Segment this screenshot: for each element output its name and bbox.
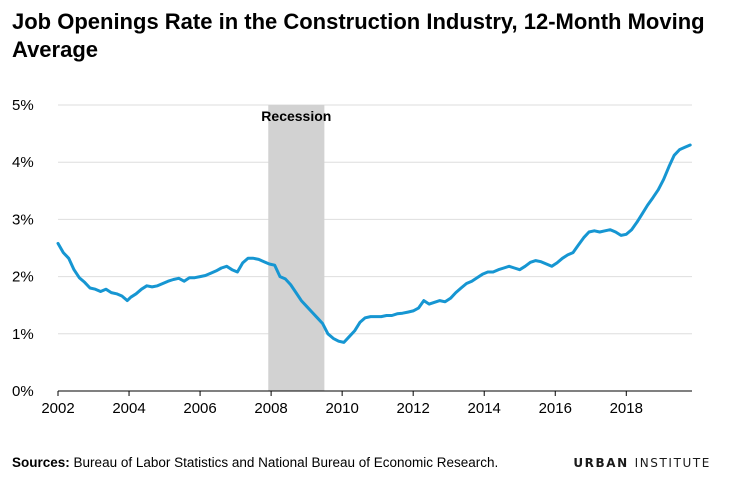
brand-first: URBAN xyxy=(573,456,629,470)
x-axis: 2002 2004 2006 2008 2010 2012 2014 2016 2018 xyxy=(41,390,692,417)
x-tick-label: 2006 xyxy=(183,400,216,417)
source-text: Bureau of Labor Statistics and National … xyxy=(73,455,499,470)
source-label: Sources: xyxy=(12,455,70,470)
y-tick-label: 3% xyxy=(12,211,34,228)
x-tick-label: 2008 xyxy=(254,400,287,417)
x-tick-label: 2012 xyxy=(396,400,429,417)
brand-logo: URBAN INSTITUTE xyxy=(573,456,711,470)
y-tick-label: 4% xyxy=(12,154,34,171)
y-tick-label: 1% xyxy=(12,326,34,343)
x-tick-label: 2014 xyxy=(468,400,501,417)
y-tick-label: 0% xyxy=(12,383,34,400)
x-tick-label: 2018 xyxy=(610,400,643,417)
x-tick-label: 2010 xyxy=(325,400,358,417)
source-note: Sources: Bureau of Labor Statistics and … xyxy=(12,455,498,470)
recession-shade xyxy=(268,105,325,391)
recession-region: Recession xyxy=(261,105,331,391)
y-tick-label: 2% xyxy=(12,269,34,286)
y-tick-label: 5% xyxy=(12,97,34,114)
series-line xyxy=(56,143,692,344)
recession-label: Recession xyxy=(261,108,331,124)
x-tick-label: 2002 xyxy=(41,400,74,417)
x-tick-label: 2016 xyxy=(539,400,572,417)
chart-title: Job Openings Rate in the Construction In… xyxy=(12,9,705,62)
x-tick-label: 2004 xyxy=(112,400,145,417)
gridlines xyxy=(58,104,692,335)
series-group xyxy=(56,143,692,344)
y-axis-ticks: 0% 1% 2% 3% 4% 5% xyxy=(12,97,34,400)
brand-second: INSTITUTE xyxy=(634,456,711,470)
